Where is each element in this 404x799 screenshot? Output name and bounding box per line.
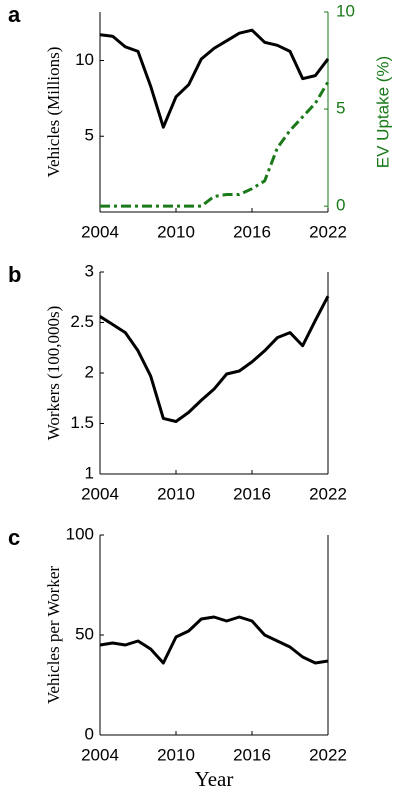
y-tick-label: 2: [85, 362, 94, 381]
panel-label: c: [8, 525, 20, 550]
y-tick-label: 2.5: [70, 312, 94, 331]
line-series: [100, 81, 330, 208]
x-tick-label: 2022: [309, 745, 347, 764]
y-tick-label: 1.5: [70, 413, 94, 432]
x-tick-label: 2004: [81, 745, 119, 764]
y-tick-label: 3: [85, 261, 94, 280]
x-axis-label: Year: [195, 767, 234, 791]
line-series: [99, 295, 330, 423]
line-series: [99, 28, 330, 129]
x-tick-label: 2016: [233, 745, 271, 764]
y-tick-label: 100: [66, 524, 94, 543]
x-tick-label: 2004: [81, 484, 119, 503]
y-tick-label: 0: [85, 724, 94, 743]
x-tick-label: 2010: [157, 222, 195, 241]
x-tick-label: 2010: [157, 745, 195, 764]
y-tick-label: 50: [75, 624, 94, 643]
y2-axis-label: EV Uptake (%): [373, 56, 392, 168]
x-tick-label: 2022: [309, 484, 347, 503]
y-tick-label: 5: [85, 126, 94, 145]
panel-label: b: [8, 262, 21, 287]
line-series: [99, 615, 329, 665]
x-tick-label: 2016: [233, 222, 271, 241]
y2-tick-label: 5: [336, 99, 345, 118]
x-tick-label: 2022: [309, 222, 347, 241]
y2-tick-label: 10: [336, 1, 355, 20]
x-tick-label: 2004: [81, 222, 119, 241]
panel-label: a: [8, 2, 21, 27]
y2-tick-label: 0: [336, 196, 345, 215]
x-tick-label: 2010: [157, 484, 195, 503]
x-tick-label: 2016: [233, 484, 271, 503]
y-tick-label: 1: [85, 463, 94, 482]
y-axis-label: Vehicles (Millions): [44, 47, 63, 178]
y-axis-label: Vehicles per Worker: [44, 566, 63, 704]
y-axis-label: Workers (100,000s): [44, 306, 63, 441]
y-tick-label: 10: [75, 50, 94, 69]
